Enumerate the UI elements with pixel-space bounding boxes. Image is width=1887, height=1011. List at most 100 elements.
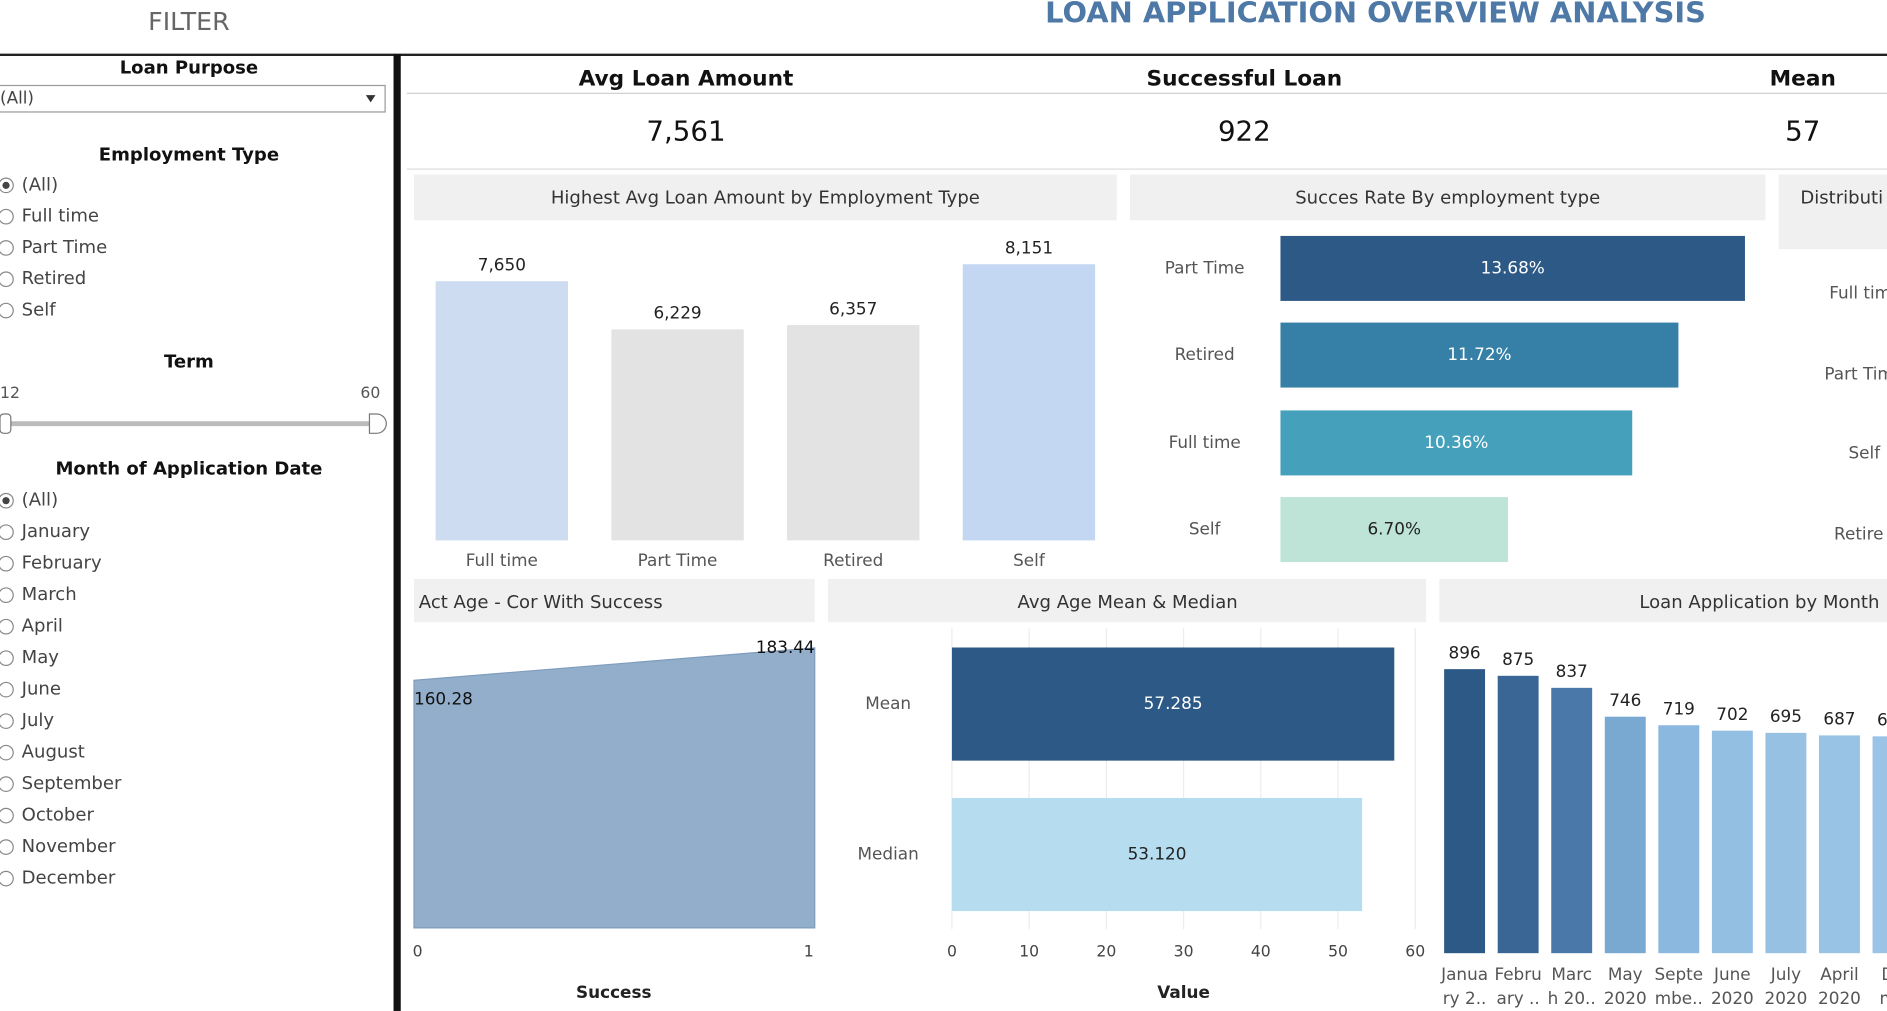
- radio-label[interactable]: Part Time: [22, 237, 108, 258]
- radio-label[interactable]: July: [21, 710, 55, 731]
- bar: [787, 325, 920, 541]
- category-label: h 20..: [1548, 988, 1596, 1008]
- category-label: Full time: [466, 550, 538, 570]
- x-tick-label: 20: [1096, 941, 1116, 960]
- category-label: Self: [1189, 519, 1222, 539]
- category-label: Retire: [1834, 523, 1883, 543]
- category-label: Part Time: [638, 550, 718, 570]
- category-label: Self: [1013, 550, 1046, 570]
- panel-divider: [393, 54, 401, 1011]
- radio-dot[interactable]: [2, 181, 10, 189]
- radio-label[interactable]: (All): [22, 490, 58, 511]
- radio-button[interactable]: [0, 870, 14, 887]
- dropdown[interactable]: [0, 84, 386, 113]
- value-label: 695: [1770, 706, 1802, 726]
- x-tick-label: 0: [947, 941, 957, 960]
- category-label: mbe..: [1655, 988, 1703, 1008]
- value-label: 684: [1877, 710, 1887, 730]
- radio-button[interactable]: [0, 807, 14, 824]
- radio-label[interactable]: November: [22, 836, 116, 857]
- category-label: Full tim: [1829, 283, 1887, 303]
- bar: [1280, 235, 1745, 301]
- kpi-value: 57: [1785, 114, 1820, 147]
- radio-button[interactable]: [0, 713, 14, 729]
- category-label: April: [1820, 964, 1858, 984]
- radio-label[interactable]: January: [21, 521, 91, 542]
- category-label: Part Tim: [1824, 363, 1887, 383]
- dashboard-title: LOAN APPLICATION OVERVIEW ANALYSIS: [1045, 0, 1706, 29]
- x-tick-label: 60: [1405, 941, 1425, 960]
- radio-label[interactable]: (All): [22, 174, 58, 195]
- radio-button[interactable]: [0, 240, 14, 256]
- panel-header: [413, 174, 1117, 221]
- radio-label[interactable]: March: [22, 584, 77, 605]
- category-label: Self: [1848, 443, 1881, 463]
- panel-header: [1439, 578, 1887, 623]
- panel-header: [827, 578, 1427, 623]
- radio-dot[interactable]: [2, 497, 10, 505]
- radio-button[interactable]: [0, 587, 14, 603]
- radio-label[interactable]: Self: [22, 300, 57, 321]
- category-label: 2020: [1764, 988, 1807, 1008]
- value-label: 719: [1663, 699, 1695, 719]
- bar: [1711, 730, 1753, 954]
- radio-label[interactable]: Retired: [22, 268, 87, 289]
- radio-label[interactable]: April: [22, 616, 63, 637]
- bar: [1280, 497, 1508, 563]
- value-label: 13.68%: [1481, 257, 1545, 277]
- category-label: mb: [1879, 988, 1887, 1008]
- bar: [1819, 735, 1860, 954]
- bar: [1444, 669, 1486, 954]
- radio-label[interactable]: Full time: [22, 206, 99, 227]
- radio-button[interactable]: [0, 524, 14, 541]
- slider-handle[interactable]: [368, 413, 387, 434]
- radio-button[interactable]: [0, 555, 14, 572]
- filter-label: Employment Type: [99, 144, 279, 165]
- category-label: Full time: [1169, 432, 1241, 452]
- radio-button[interactable]: [0, 681, 14, 698]
- radio-label[interactable]: September: [22, 773, 122, 794]
- bar: [1551, 687, 1593, 954]
- radio-label[interactable]: June: [21, 679, 61, 700]
- radio-button[interactable]: [0, 271, 14, 288]
- radio-button[interactable]: [0, 744, 14, 761]
- value-label: 6.70%: [1367, 519, 1420, 539]
- bar: [951, 647, 1395, 761]
- radio-label[interactable]: February: [22, 553, 102, 574]
- value-label: 896: [1449, 643, 1481, 663]
- x-tick-label: 30: [1174, 941, 1194, 960]
- radio-label[interactable]: August: [22, 742, 85, 763]
- radio-button[interactable]: [0, 618, 14, 635]
- kpi-label: Avg Loan Amount: [579, 66, 794, 91]
- x-tick-label: 1: [804, 941, 814, 960]
- radio-button[interactable]: [0, 302, 14, 319]
- value-label: 6,229: [653, 303, 701, 323]
- slider-min: 12: [0, 383, 20, 402]
- chart-title: Highest Avg Loan Amount by Employment Ty…: [551, 188, 980, 209]
- radio-button[interactable]: [0, 839, 14, 855]
- category-label: ary ..: [1497, 988, 1540, 1008]
- radio-label[interactable]: December: [22, 868, 116, 889]
- bar: [1765, 732, 1807, 954]
- dropdown-arrow[interactable]: [365, 95, 376, 103]
- filter-title: FILTER: [148, 7, 230, 36]
- slider-handle[interactable]: [0, 413, 12, 434]
- category-label: ry 2..: [1443, 988, 1487, 1008]
- value-label: 875: [1502, 649, 1534, 669]
- category-label: Marc: [1551, 964, 1592, 984]
- category-label: 2020: [1604, 988, 1647, 1008]
- dropdown-value[interactable]: (All): [0, 88, 34, 108]
- radio-label[interactable]: May: [22, 647, 60, 668]
- radio-button[interactable]: [0, 776, 14, 792]
- chart-title: Loan Application by Month: [1639, 592, 1879, 613]
- category-label: Septe: [1654, 964, 1703, 984]
- category-label: Janua: [1440, 964, 1488, 984]
- value-label: 7,650: [478, 255, 526, 275]
- radio-button[interactable]: [0, 208, 14, 225]
- radio-button[interactable]: [0, 650, 14, 666]
- bar: [1280, 410, 1633, 476]
- radio-label[interactable]: October: [22, 805, 95, 826]
- value-label: 57.285: [1144, 693, 1203, 713]
- filter-label: Loan Purpose: [120, 58, 258, 79]
